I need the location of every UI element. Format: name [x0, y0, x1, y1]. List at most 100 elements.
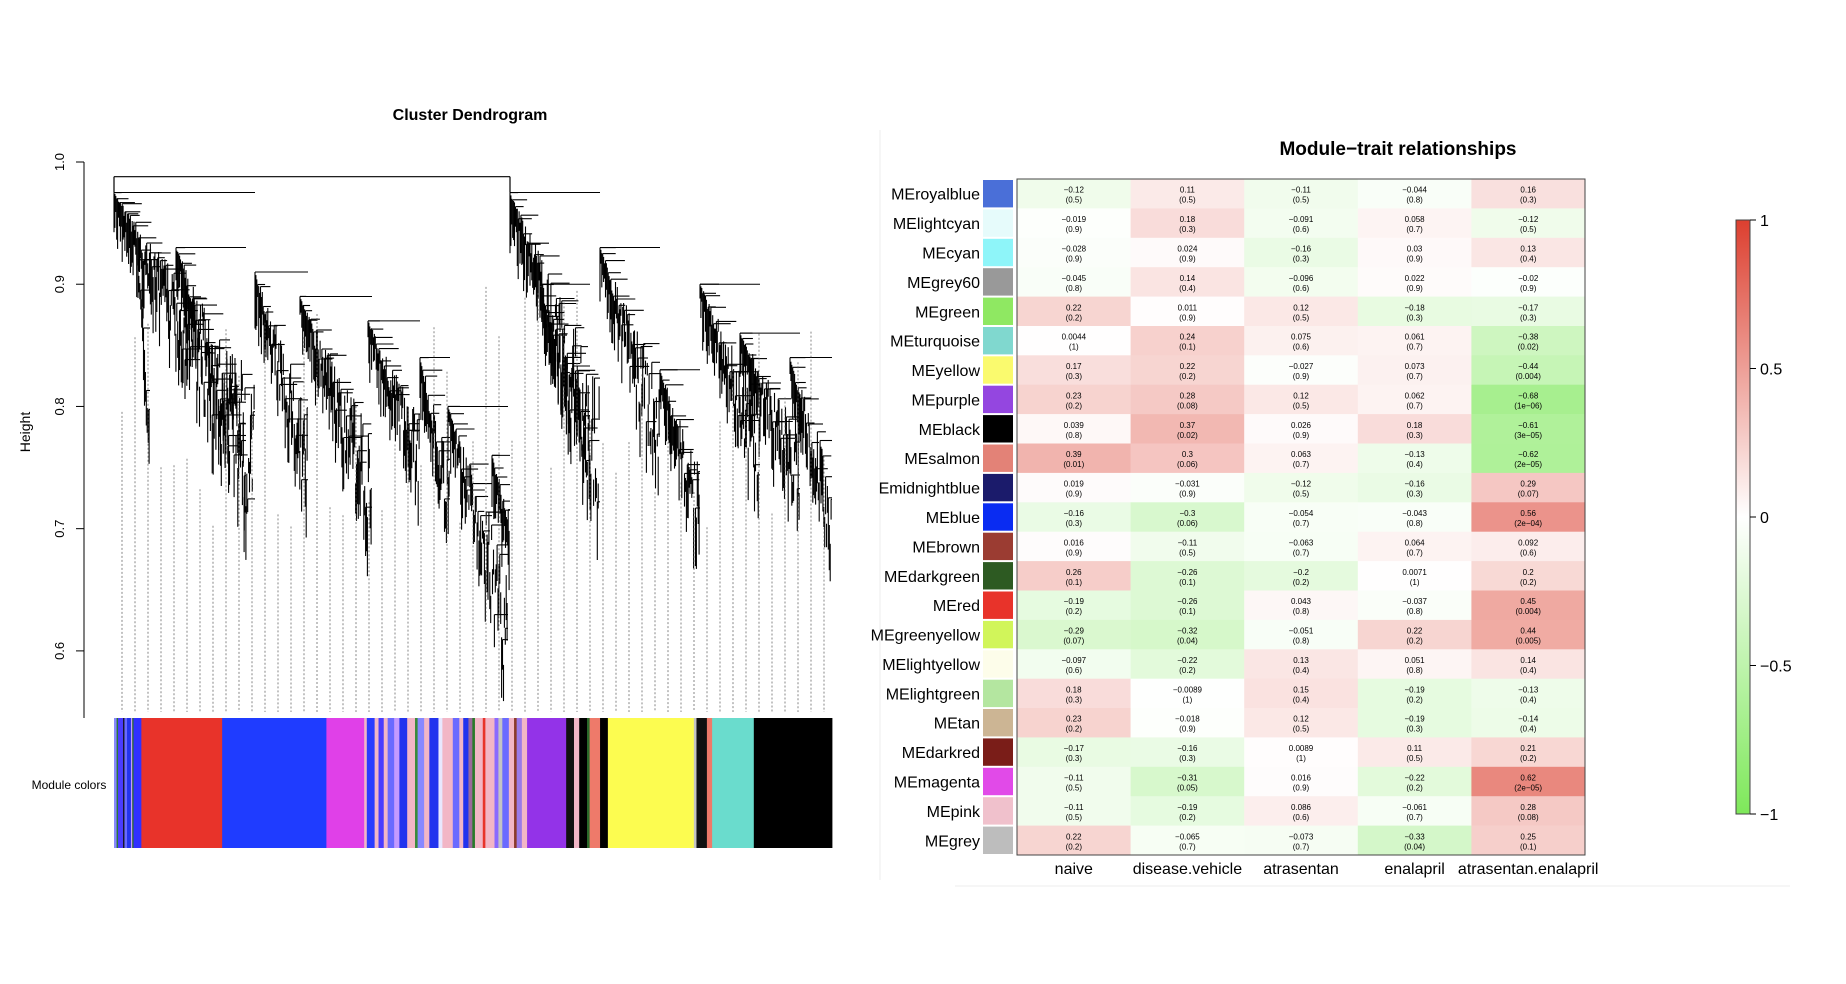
heatmap-cell-p-value: (0.7) — [1293, 519, 1310, 528]
heatmap-cell-r-value: −0.051 — [1289, 627, 1314, 636]
heatmap-cell-r-value: −0.063 — [1289, 538, 1314, 547]
heatmap-cell-r-value: −0.44 — [1518, 362, 1539, 371]
heatmap-cell-p-value: (0.3) — [1520, 196, 1537, 205]
heatmap-cell-r-value: −0.027 — [1289, 362, 1314, 371]
heatmap-cell-p-value: (0.8) — [1066, 431, 1083, 440]
heatmap-cell — [1017, 590, 1131, 621]
heatmap-cell-r-value: 0.011 — [1178, 303, 1198, 312]
heatmap-cell-p-value: (0.6) — [1520, 548, 1537, 557]
heatmap-module-swatch — [983, 738, 1013, 766]
heatmap-cell — [1357, 237, 1472, 268]
heatmap-cell — [1130, 796, 1245, 826]
heatmap-cell-r-value: 0.039 — [1064, 421, 1085, 430]
heatmap-cell — [1357, 472, 1472, 503]
heatmap-cell-p-value: (0.5) — [1293, 490, 1310, 499]
heatmap-cell-p-value: (0.9) — [1179, 255, 1196, 264]
heatmap-cell-p-value: (0.5) — [1293, 401, 1310, 410]
heatmap-cell-p-value: (0.7) — [1293, 548, 1310, 557]
heatmap-cell-p-value: (0.2) — [1179, 666, 1196, 675]
heatmap-cell-r-value: 0.23 — [1066, 715, 1082, 724]
heatmap-cell-r-value: 0.62 — [1520, 774, 1536, 783]
module-color-segment — [394, 718, 400, 848]
heatmap-cell-r-value: 0.44 — [1520, 627, 1536, 636]
heatmap-cell-r-value: 0.12 — [1293, 715, 1309, 724]
heatmap-cell-r-value: −0.18 — [1404, 303, 1425, 312]
heatmap-cell-r-value: −0.61 — [1518, 421, 1539, 430]
heatmap-cell — [1017, 326, 1131, 356]
module-color-segment — [693, 718, 697, 848]
heatmap-row-label: MEsalmon — [904, 451, 980, 468]
heatmap-row-label: MEgreenyellow — [871, 628, 981, 645]
heatmap-cell-p-value: (0.4) — [1406, 460, 1423, 469]
heatmap-cell-p-value: (0.3) — [1066, 754, 1083, 763]
module-color-segment — [712, 718, 755, 848]
heatmap-cell-p-value: (0.7) — [1406, 548, 1423, 557]
heatmap-cell-p-value: (0.3) — [1179, 225, 1196, 234]
heatmap-cell-p-value: (0.1) — [1179, 578, 1196, 587]
heatmap-cell-p-value: (0.2) — [1066, 725, 1083, 734]
heatmap-cell — [1130, 678, 1245, 709]
module-color-segment — [474, 718, 484, 848]
heatmap-cell-r-value: −0.12 — [1064, 186, 1085, 195]
module-color-bar — [114, 718, 833, 848]
heatmap-cells: −0.12(0.5)0.11(0.5)−0.11(0.5)−0.044(0.8)… — [1017, 179, 1586, 856]
heatmap-cell — [1017, 649, 1131, 679]
heatmap-cell-p-value: (0.2) — [1520, 754, 1537, 763]
heatmap-cell — [1357, 825, 1472, 856]
heatmap-cell — [1130, 590, 1245, 621]
colorbar-tick-label: −0.5 — [1760, 659, 1792, 676]
heatmap-cell — [1130, 414, 1245, 444]
heatmap-cell-p-value: (0.4) — [1293, 666, 1310, 675]
heatmap-cell-p-value: (0.8) — [1293, 607, 1310, 616]
heatmap-cell-r-value: 0.11 — [1180, 186, 1196, 195]
heatmap-cell-r-value: −0.62 — [1518, 450, 1539, 459]
module-color-segment — [573, 718, 580, 848]
module-color-segment — [482, 718, 486, 848]
heatmap-row-label: MEtan — [934, 716, 980, 733]
heatmap-cell-p-value: (0.07) — [1063, 637, 1084, 646]
heatmap-cell — [1017, 825, 1131, 856]
heatmap-cell — [1130, 384, 1245, 415]
heatmap-module-swatch — [983, 473, 1013, 502]
heatmap-cell-r-value: 0.18 — [1180, 215, 1196, 224]
heatmap-cell — [1130, 355, 1245, 385]
heatmap-module-swatch — [983, 503, 1013, 531]
heatmap-cell-r-value: −0.29 — [1064, 627, 1085, 636]
heatmap-cell — [1357, 766, 1472, 797]
heatmap-cell — [1357, 326, 1472, 356]
heatmap-cell — [1244, 737, 1359, 768]
module-color-segment — [383, 718, 389, 848]
module-color-segment — [485, 718, 495, 848]
heatmap-cell-p-value: (0.2) — [1406, 637, 1423, 646]
heatmap-module-swatch — [983, 767, 1013, 796]
heatmap-cell — [1357, 414, 1472, 444]
heatmap-cell-p-value: (0.3) — [1179, 754, 1196, 763]
heatmap-cell-r-value: −0.091 — [1289, 215, 1314, 224]
heatmap-cell-p-value: (0.1) — [1066, 578, 1083, 587]
heatmap-cell — [1471, 737, 1586, 768]
heatmap-cell-r-value: −0.17 — [1518, 303, 1539, 312]
heatmap-cell-p-value: (0.9) — [1179, 490, 1196, 499]
heatmap-cell — [1471, 443, 1586, 474]
heatmap-cell-r-value: 0.11 — [1407, 744, 1423, 753]
heatmap-cell — [1017, 796, 1131, 826]
heatmap-cell-r-value: 0.026 — [1291, 421, 1312, 430]
heatmap-cell-r-value: −0.26 — [1177, 597, 1198, 606]
heatmap-cell-r-value: −0.12 — [1518, 215, 1539, 224]
heatmap-cell-r-value: −0.12 — [1291, 480, 1312, 489]
heatmap-cell — [1357, 179, 1472, 209]
heatmap-cell-r-value: −0.14 — [1518, 715, 1539, 724]
heatmap-cell-r-value: −0.2 — [1293, 568, 1309, 577]
heatmap-cell-p-value: (0.08) — [1177, 401, 1198, 410]
heatmap-cell-p-value: (0.7) — [1179, 842, 1196, 851]
heatmap-column-label: naive — [1055, 861, 1093, 878]
heatmap-cell — [1244, 825, 1359, 856]
heatmap-cell-p-value: (0.7) — [1406, 813, 1423, 822]
heatmap-cell-p-value: (0.9) — [1406, 284, 1423, 293]
heatmap-cell — [1017, 267, 1131, 297]
heatmap-cell-p-value: (0.9) — [1179, 313, 1196, 322]
heatmap-cell — [1471, 708, 1586, 738]
module-color-segment — [508, 718, 515, 848]
heatmap-cell-p-value: (0.7) — [1293, 460, 1310, 469]
